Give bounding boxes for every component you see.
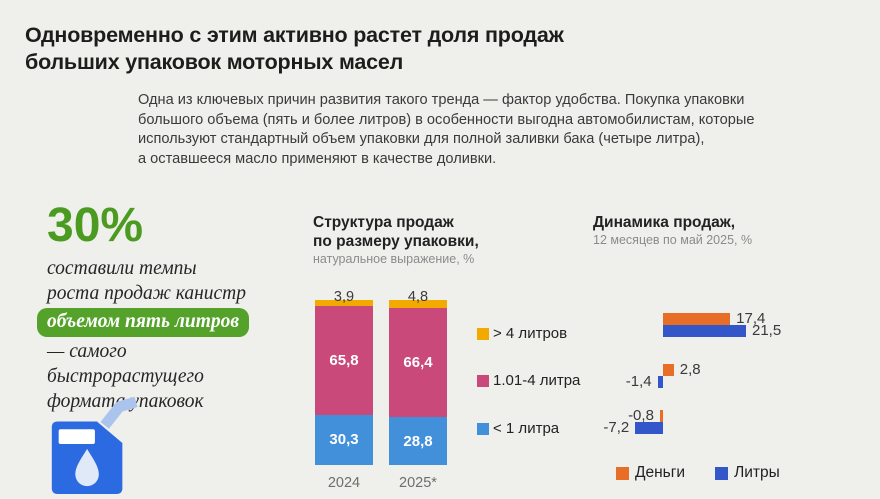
dyn-bar-Деньги	[663, 364, 674, 376]
dyn-bar-Литры	[635, 422, 663, 434]
stat-description: составили темпы роста продаж канистр объе…	[37, 256, 250, 414]
segment-value-label: 66,4	[403, 354, 433, 372]
legend-item: < 1 литра	[477, 420, 559, 437]
oil-canister-icon	[42, 394, 140, 499]
legend-item: > 4 литров	[477, 325, 567, 342]
dyn-value-label: -1,4	[625, 373, 652, 390]
segment: 65,8	[315, 306, 373, 415]
dynamics-chart-legend: Деньги Литры	[616, 464, 780, 482]
segment	[389, 300, 447, 308]
dynamics-chart-subtitle: 12 месяцев по май 2025, %	[593, 233, 753, 247]
segment	[315, 300, 373, 307]
legend-item: 1.01-4 литра	[477, 372, 580, 389]
legend-item: Литры	[715, 464, 780, 482]
segment-value-label: 4,8	[407, 289, 429, 305]
dynamics-chart: 17,4 21,5 2,8 -1,4 -0,8 -7,2	[585, 305, 880, 455]
segment: 66,4	[389, 307, 447, 418]
legend-label: > 4 литров	[493, 325, 568, 342]
legend-swatch-icon	[477, 327, 489, 340]
dyn-bar-Деньги	[659, 410, 663, 422]
segment-value-label: 28,8	[403, 432, 433, 450]
dyn-value-label: 2,8	[679, 361, 701, 378]
legend-swatch-icon	[616, 466, 629, 480]
legend-label: Литры	[734, 464, 780, 481]
segment: 30,3	[315, 414, 373, 465]
dyn-value-label: 21,5	[751, 322, 782, 339]
legend-swatch-icon	[477, 422, 489, 435]
stat-lines-before: составили темпы роста продаж канистр	[47, 258, 247, 304]
segment-value-label: 30,3	[329, 431, 359, 449]
legend-swatch-icon	[715, 466, 729, 480]
stacked-bar-2024: 3,9 65,8 30,3 2024	[315, 289, 373, 491]
legend-label: Деньги	[635, 464, 686, 481]
stat-highlight-pill: объемом пять литров	[37, 308, 250, 337]
page-title: Одновременно с этим активно растет доля …	[25, 23, 564, 74]
stat-lines-after: — самого быстрорастущего формата упаковок	[47, 341, 204, 412]
dyn-value-label: -0,8	[628, 407, 654, 424]
stat-value: 30%	[47, 199, 144, 252]
stacked-chart-subtitle: натуральное выражение, %	[313, 252, 475, 266]
dyn-value-label: -7,2	[603, 419, 630, 436]
legend-item: Деньги	[616, 464, 685, 482]
dyn-bar-Литры	[663, 325, 746, 337]
legend-label: 1.01-4 литра	[493, 372, 581, 389]
segment: 28,8	[389, 417, 447, 465]
legend-swatch-icon	[477, 374, 489, 387]
category-label: 2025*	[399, 475, 437, 491]
dynamics-chart-title: Динамика продаж, 12 месяцев по май 2025,…	[593, 214, 753, 247]
segment-value-label: 3,9	[333, 289, 355, 305]
legend-label: < 1 литра	[493, 420, 560, 437]
dyn-bar-Деньги	[663, 313, 731, 325]
stacked-bar-2025*: 4,8 66,4 28,8 2025*	[389, 289, 447, 491]
category-label: 2024	[327, 475, 361, 491]
dyn-bar-Литры	[657, 376, 663, 388]
stacked-columns: 3,9 65,8 30,3 2024 4,8 66,4 28,8 2025*	[315, 289, 447, 491]
dyn-value-label: 17,4	[736, 310, 766, 327]
stacked-chart-legend: > 4 литров 1.01-4 литра < 1 литра	[477, 305, 587, 455]
intro-paragraph: Одна из ключевых причин развития такого …	[138, 92, 755, 167]
stacked-chart-title: Структура продаж по размеру упаковки, нат…	[313, 214, 479, 266]
segment-value-label: 65,8	[329, 352, 359, 370]
